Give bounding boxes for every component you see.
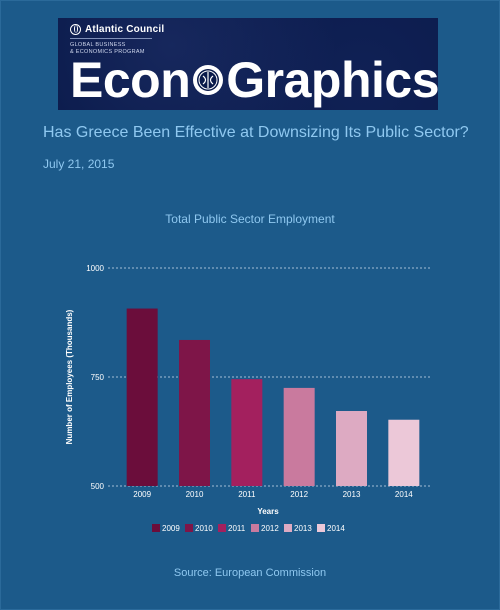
bar-2013[interactable] xyxy=(336,411,367,486)
bar-2012[interactable] xyxy=(283,387,315,486)
x-tick-label: 2013 xyxy=(343,490,361,499)
title-part-1: Econ xyxy=(70,52,191,108)
source-note: Source: European Commission xyxy=(173,567,327,579)
seal-icon xyxy=(193,65,224,95)
chart-title: Total Public Sector Employment xyxy=(165,212,335,226)
program-line-1: GLOBAL BUSINESS xyxy=(70,42,126,48)
program-line-2: & ECONOMICS PROGRAM xyxy=(70,49,145,55)
bar-2014[interactable] xyxy=(388,419,420,486)
bar-2009[interactable] xyxy=(126,308,158,486)
title-part-2: Graphics xyxy=(226,52,438,108)
publish-date: July 21, 2015 xyxy=(43,157,115,171)
x-tick-label: 2010 xyxy=(186,490,204,499)
legend-label[interactable]: 2011 xyxy=(228,524,246,533)
atlantic-council-logo: Atlantic Council xyxy=(70,24,164,35)
legend-label[interactable]: 2009 xyxy=(162,524,180,533)
legend-swatch-2010[interactable] xyxy=(185,524,193,532)
x-axis-label: Years xyxy=(257,507,279,516)
econographics-title: Econ Graphics xyxy=(70,52,438,108)
bar-2011[interactable] xyxy=(231,379,263,486)
legend-swatch-2009[interactable] xyxy=(152,524,160,532)
bar-2010[interactable] xyxy=(179,339,210,486)
org-name: Atlantic Council xyxy=(85,24,165,35)
legend-swatch-2014[interactable] xyxy=(317,524,325,532)
headline: Has Greece Been Effective at Downsizing … xyxy=(43,124,469,141)
y-tick-label: 500 xyxy=(91,482,105,491)
legend-swatch-2011[interactable] xyxy=(218,524,226,532)
econographics-banner: Atlantic Council GLOBAL BUSINESS & ECONO… xyxy=(58,18,438,110)
y-tick-label: 1000 xyxy=(86,264,104,273)
legend-label[interactable]: 2013 xyxy=(294,524,312,533)
x-tick-label: 2011 xyxy=(238,490,256,499)
globe-icon xyxy=(70,24,81,35)
legend-label[interactable]: 2012 xyxy=(261,524,279,533)
legend-label[interactable]: 2014 xyxy=(327,524,345,533)
y-axis-label: Number of Employees (Thousands) xyxy=(65,309,74,444)
x-tick-label: 2014 xyxy=(395,490,413,499)
legend-swatch-2013[interactable] xyxy=(284,524,292,532)
x-tick-label: 2009 xyxy=(133,490,151,499)
x-tick-label: 2012 xyxy=(290,490,308,499)
program-name: GLOBAL BUSINESS & ECONOMICS PROGRAM xyxy=(70,42,145,56)
legend-swatch-2012[interactable] xyxy=(251,524,259,532)
legend-label[interactable]: 2010 xyxy=(195,524,213,533)
y-tick-label: 750 xyxy=(91,373,105,382)
